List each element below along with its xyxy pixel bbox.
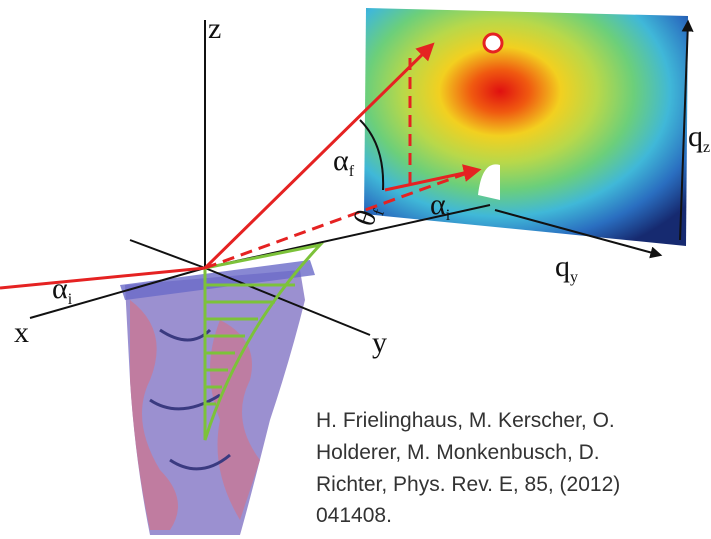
alpha-f-label: αf: [333, 144, 355, 180]
symbol: q: [555, 250, 570, 283]
x-axis-label: x: [14, 316, 29, 349]
alpha-i-label: αi: [52, 272, 73, 308]
citation-line: H. Frielinghaus, M. Kerscher, O.: [316, 409, 615, 432]
direct-beam-spot: [484, 34, 502, 52]
citation-line: Richter, Phys. Rev. E, 85, (2012): [316, 473, 620, 496]
qy-label: qy: [555, 250, 578, 286]
subscript: f: [349, 163, 355, 180]
detector: [364, 8, 688, 246]
subscript: i: [446, 207, 451, 224]
y-axis-label: y: [372, 326, 387, 359]
z-axis-label: z: [208, 12, 221, 45]
diagram: z x y αf αi αi θf qz qy H. Frielinghaus,…: [0, 0, 711, 539]
citation-line: Holderer, M. Monkenbusch, D.: [316, 441, 600, 464]
citation: H. Frielinghaus, M. Kerscher, O. Holdere…: [316, 409, 620, 527]
subscript: y: [570, 269, 578, 286]
symbol: α: [333, 144, 349, 177]
symbol: α: [52, 272, 68, 305]
symbol: α: [430, 188, 446, 221]
qz-label: qz: [688, 120, 710, 156]
subscript: i: [68, 291, 73, 308]
citation-line: 041408.: [316, 504, 392, 527]
symbol: q: [688, 120, 703, 153]
subscript: z: [703, 139, 710, 156]
